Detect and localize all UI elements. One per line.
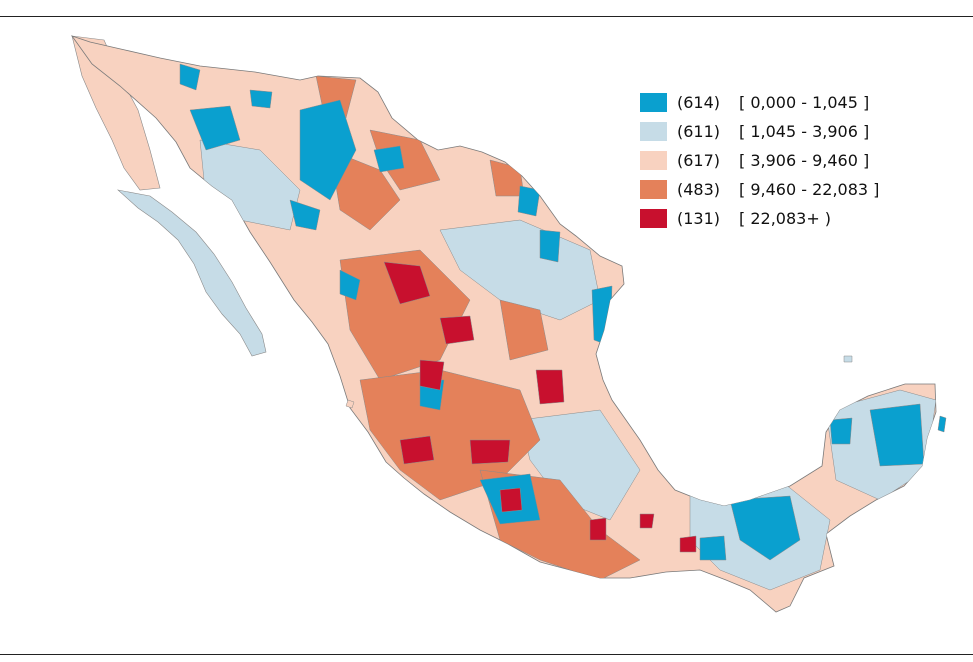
region-red-durango xyxy=(383,261,431,305)
region-blue-sonora-b xyxy=(189,105,241,151)
legend-count: (131) xyxy=(677,209,721,228)
region-red-oaxaca-b xyxy=(679,535,697,553)
municipality-regions xyxy=(179,63,936,591)
legend-count: (483) xyxy=(677,180,721,199)
region-blue-chihuahua-a xyxy=(299,99,357,201)
region-light-blue-central xyxy=(519,409,641,521)
region-blue-sonora-a xyxy=(179,63,201,91)
legend-range: [ 9,460 - 22,083 ] xyxy=(739,180,880,199)
region-red-guanajuato xyxy=(535,369,565,405)
legend-item: (614) [ 0,000 - 1,045 ] xyxy=(640,88,879,117)
legend-swatch xyxy=(640,122,667,141)
region-blue-tamaulipas xyxy=(539,229,561,263)
region-light-blue-northeast xyxy=(439,219,601,321)
legend-swatch xyxy=(640,151,667,170)
legend-count: (614) xyxy=(677,93,721,112)
legend-swatch xyxy=(640,93,667,112)
legend-swatch xyxy=(640,180,667,199)
legend-range: [ 22,083+ ) xyxy=(739,209,832,228)
region-blue-coahuila xyxy=(373,145,405,173)
region-red-michoacan xyxy=(469,439,511,465)
legend-item: (131) [ 22,083+ ) xyxy=(640,204,879,233)
region-orange-slp xyxy=(499,299,549,361)
legend-item: (611) [ 1,045 - 3,906 ] xyxy=(640,117,879,146)
region-red-zacatecas xyxy=(439,315,475,345)
region-red-nayarit xyxy=(419,359,445,391)
top-rule xyxy=(0,16,973,17)
bottom-rule xyxy=(0,654,973,655)
region-orange-chihuahua xyxy=(329,149,401,231)
region-red-jalisco xyxy=(399,435,435,465)
legend-item: (617) [ 3,906 - 9,460 ] xyxy=(640,146,879,175)
region-blue-campeche xyxy=(829,417,853,445)
legend-range: [ 3,906 - 9,460 ] xyxy=(739,151,870,170)
region-red-veracruz xyxy=(639,513,655,529)
region-blue-yucatan xyxy=(869,403,925,467)
legend-range: [ 0,000 - 1,045 ] xyxy=(739,93,870,112)
region-blue-chiapas xyxy=(729,495,801,561)
legend-count: (611) xyxy=(677,122,721,141)
map-legend: (614) [ 0,000 - 1,045 ] (611) [ 1,045 - 3,9… xyxy=(640,88,879,233)
legend-item: (483) [ 9,460 - 22,083 ] xyxy=(640,175,879,204)
baja-california-peninsula xyxy=(117,189,267,357)
region-blue-sonora-c xyxy=(249,89,273,109)
island-gulf xyxy=(843,355,853,363)
region-orange-tamaulipas xyxy=(489,159,525,197)
legend-range: [ 1,045 - 3,906 ] xyxy=(739,122,870,141)
island-cozumel xyxy=(937,415,947,433)
region-blue-durango xyxy=(339,269,361,301)
region-blue-chihuahua-b xyxy=(289,199,321,231)
region-blue-oaxaca xyxy=(699,535,727,561)
region-red-guerrero xyxy=(499,487,523,513)
region-blue-nuevo-leon xyxy=(517,185,541,217)
region-orange-sierra xyxy=(339,249,471,381)
legend-count: (617) xyxy=(677,151,721,170)
region-red-oaxaca-a xyxy=(589,517,607,541)
island-pacific xyxy=(345,399,355,409)
legend-swatch xyxy=(640,209,667,228)
